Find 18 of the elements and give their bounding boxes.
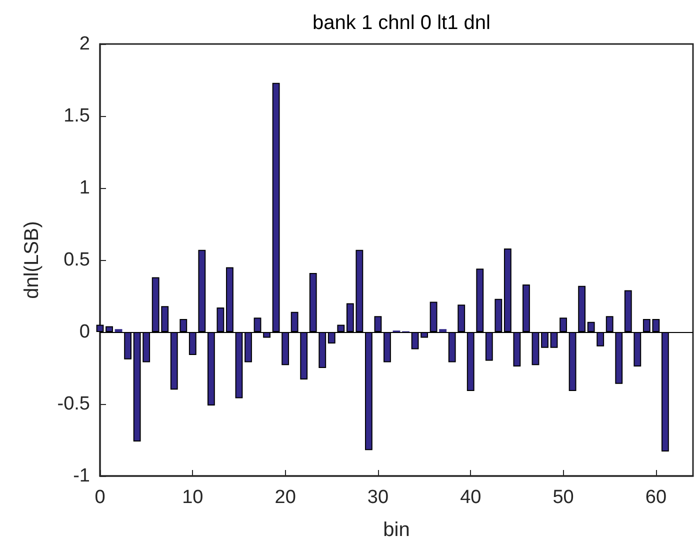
x-tick-label: 60 — [645, 487, 667, 508]
y-tick-label: -1 — [73, 466, 90, 486]
x-tick-label: 40 — [460, 487, 482, 508]
x-tick-label: 50 — [552, 487, 574, 508]
y-tick-label: -0.5 — [57, 394, 90, 414]
y-tick-label: 0.5 — [64, 250, 90, 270]
chart-title: bank 1 chnl 0 lt1 dnl — [312, 12, 490, 34]
y-tick-label: 1 — [79, 178, 90, 198]
x-axis-title: bin — [383, 519, 410, 541]
x-tick-label: 30 — [367, 487, 389, 508]
x-tick-label: 10 — [182, 487, 204, 508]
x-tick-label: 0 — [94, 487, 106, 508]
x-tick-label: 20 — [274, 487, 296, 508]
y-tick-label: 1.5 — [64, 106, 90, 126]
bar — [114, 329, 122, 332]
y-axis-title: dnl(LSB) — [21, 221, 43, 299]
y-tick-label: 2 — [79, 34, 90, 54]
y-tick-label: 0 — [79, 322, 90, 342]
